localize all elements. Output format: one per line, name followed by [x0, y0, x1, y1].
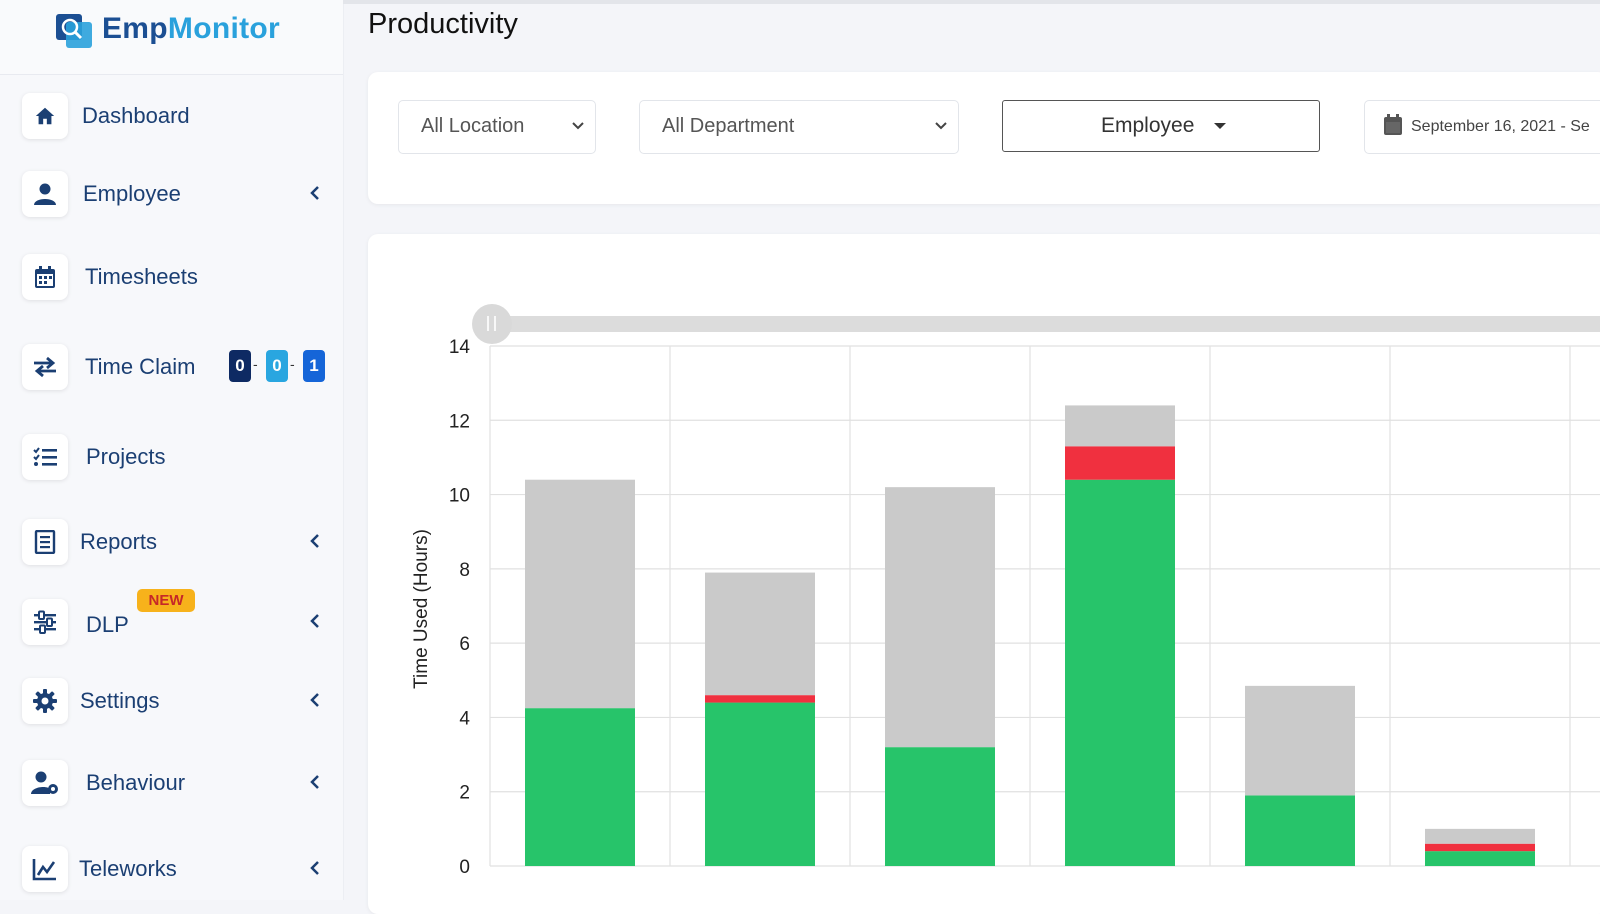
scrollbar-handle[interactable] — [472, 304, 512, 344]
y-tick-label: 12 — [449, 411, 470, 432]
chart-bars — [525, 405, 1535, 866]
home-icon — [22, 93, 68, 139]
bar-segment — [1065, 479, 1175, 866]
new-badge: NEW — [137, 589, 195, 612]
y-tick-label: 0 — [459, 857, 470, 878]
bar-segment — [1425, 843, 1535, 852]
bar-segment — [525, 708, 635, 866]
sidebar-item-behaviour[interactable]: Behaviour — [22, 756, 337, 812]
sidebar-item-label: Time Claim — [85, 354, 196, 379]
employee-dropdown-label: Employee — [1101, 114, 1195, 137]
bar-segment — [705, 695, 815, 703]
sidebar-item-label: Teleworks — [79, 856, 177, 881]
y-tick-label: 10 — [449, 486, 470, 507]
sidebar-item-label: Reports — [80, 529, 158, 554]
report-icon — [22, 519, 68, 565]
logo-text-monitor: Monitor — [167, 12, 280, 45]
date-range-picker[interactable]: September 16, 2021 - Se — [1364, 100, 1600, 154]
line-chart-icon — [22, 846, 68, 892]
filter-panel: All Location All Department Employee Sep… — [368, 72, 1600, 204]
sidebar-item-label: Behaviour — [86, 770, 186, 795]
sidebar-item-time-claim[interactable]: Time Claim 0 - 0 - 1 — [22, 340, 337, 396]
sidebar-item-label: Timesheets — [85, 264, 198, 289]
sliders-icon — [22, 599, 68, 645]
chart-grid — [489, 345, 1600, 867]
chart-panel: 0 2 4 6 8 10 12 14 Time Used (Hours) — [368, 234, 1600, 914]
productivity-chart: 0 2 4 6 8 10 12 14 Time Used (Hours) — [411, 304, 1600, 878]
location-select[interactable]: All Location — [398, 100, 596, 154]
gear-icon — [22, 678, 68, 724]
sidebar-item-timesheets[interactable]: Timesheets — [22, 250, 337, 306]
chevron-left-icon — [310, 693, 319, 707]
user-gear-icon — [22, 760, 68, 806]
y-tick-label: 2 — [459, 783, 470, 804]
logo-text-emp: Emp — [102, 12, 168, 45]
time-claim-badge-approved: 0 — [266, 350, 288, 382]
y-axis: 0 2 4 6 8 10 12 14 — [449, 337, 471, 878]
bar-segment — [1245, 685, 1355, 796]
exchange-icon — [22, 344, 68, 390]
bar-segment — [705, 702, 815, 866]
badge-separator: - — [253, 356, 258, 372]
logo-icon — [56, 14, 92, 48]
top-divider — [343, 0, 1600, 4]
sidebar-item-teleworks[interactable]: Teleworks — [22, 842, 337, 898]
time-claim-badge-pending: 0 — [229, 350, 251, 382]
sidebar-item-reports[interactable]: Reports — [22, 515, 337, 571]
chevron-left-icon — [310, 861, 319, 875]
sidebar-item-projects[interactable]: Projects — [22, 430, 337, 486]
logo[interactable]: EmpMonitor — [0, 0, 343, 75]
department-select[interactable]: All Department — [639, 100, 959, 154]
bar-segment — [1245, 795, 1355, 866]
employee-dropdown-button[interactable]: Employee — [1002, 100, 1320, 152]
y-tick-label: 8 — [459, 560, 470, 581]
chevron-left-icon — [310, 534, 319, 548]
bar-segment — [1425, 828, 1535, 844]
chevron-left-icon — [310, 775, 319, 789]
sidebar-item-label: DLP — [86, 612, 129, 637]
sidebar-item-settings[interactable]: Settings — [22, 674, 337, 730]
sidebar-item-label: Employee — [83, 181, 181, 206]
page-title: Productivity — [368, 8, 518, 40]
chevron-left-icon — [310, 614, 319, 628]
bar-segment — [885, 747, 995, 866]
department-select-value: All Department — [662, 115, 795, 137]
bar-segment — [1065, 405, 1175, 447]
y-tick-label: 6 — [459, 634, 470, 655]
sidebar-item-label: Dashboard — [82, 103, 190, 128]
location-select-value: All Location — [421, 115, 525, 137]
bar-segment — [525, 479, 635, 709]
bar-segment — [1065, 446, 1175, 480]
badge-separator: - — [290, 356, 295, 372]
y-tick-label: 14 — [449, 337, 471, 358]
bar-segment — [705, 572, 815, 696]
list-icon — [22, 434, 68, 480]
sidebar-item-label: Settings — [80, 688, 160, 713]
chevron-left-icon — [310, 186, 319, 200]
sidebar: EmpMonitor Dashboard Employee Timesheets… — [0, 0, 344, 900]
sidebar-item-employee[interactable]: Employee — [22, 167, 337, 223]
sidebar-item-dlp[interactable]: DLP NEW — [22, 589, 337, 651]
bar-segment — [1425, 851, 1535, 866]
chevron-down-icon — [935, 122, 947, 130]
caret-down-icon — [1214, 123, 1226, 129]
y-tick-label: 4 — [459, 708, 470, 729]
bar-segment — [885, 487, 995, 748]
logo-text: EmpMonitor — [102, 12, 280, 46]
y-axis-label: Time Used (Hours) — [411, 529, 432, 689]
chart-scrollbar[interactable] — [472, 304, 1600, 344]
user-icon — [22, 171, 68, 217]
date-range-value: September 16, 2021 - Se — [1411, 118, 1590, 135]
calendar-icon — [22, 254, 68, 300]
time-claim-badge-rejected: 1 — [303, 350, 325, 382]
scrollbar-track — [496, 316, 1600, 332]
calendar-icon — [1384, 114, 1402, 135]
sidebar-item-dashboard[interactable]: Dashboard — [22, 89, 337, 145]
sidebar-item-label: Projects — [86, 444, 166, 469]
chevron-down-icon — [572, 122, 584, 130]
